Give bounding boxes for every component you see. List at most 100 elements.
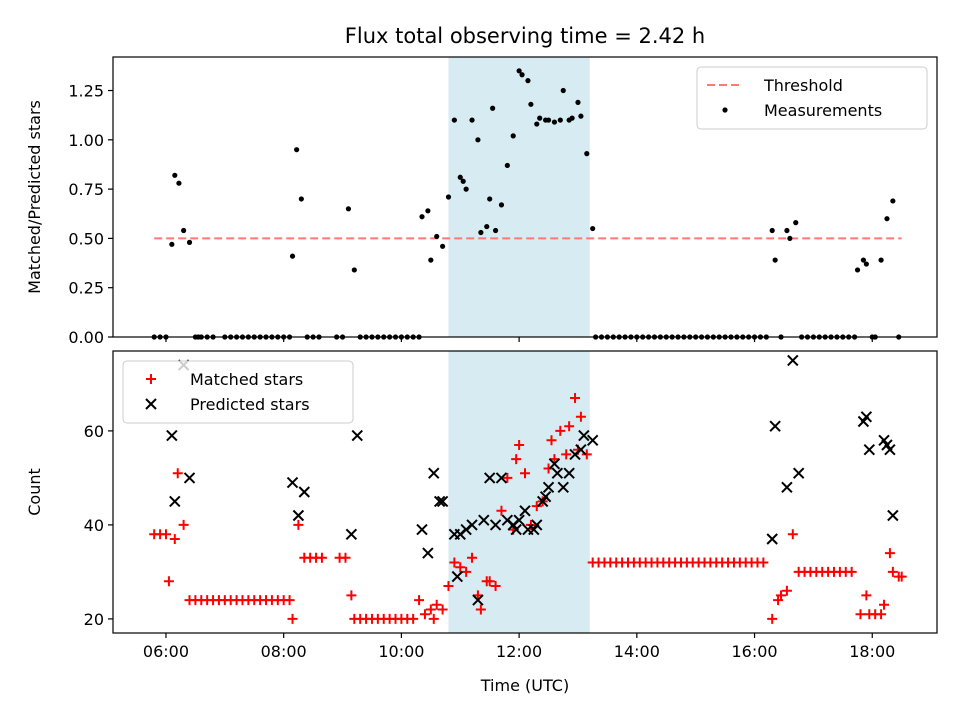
data-point bbox=[436, 495, 449, 508]
data-point bbox=[181, 227, 187, 234]
data-point bbox=[884, 548, 895, 559]
data-point bbox=[528, 101, 534, 107]
series-matched-stars bbox=[149, 393, 907, 624]
x-tick-label: 12:00 bbox=[496, 642, 542, 661]
legend-box bbox=[696, 66, 928, 130]
data-point bbox=[437, 604, 448, 615]
data-point bbox=[496, 505, 507, 516]
data-point bbox=[467, 552, 478, 563]
y-axis-label: Matched/Predicted stars bbox=[25, 100, 44, 294]
data-point bbox=[451, 117, 457, 123]
data-point bbox=[434, 233, 440, 240]
data-point bbox=[455, 562, 466, 573]
data-point bbox=[419, 214, 425, 220]
data-point bbox=[511, 454, 522, 465]
data-point bbox=[563, 467, 575, 479]
data-point bbox=[169, 534, 180, 544]
data-point bbox=[428, 257, 434, 263]
data-point bbox=[172, 172, 178, 178]
data-point bbox=[186, 239, 193, 245]
data-point bbox=[498, 202, 505, 208]
data-point bbox=[769, 227, 775, 234]
data-point bbox=[896, 571, 907, 582]
data-point bbox=[510, 133, 516, 139]
legend-label: Threshold bbox=[763, 76, 843, 95]
x-tick-label: 16:00 bbox=[731, 642, 777, 661]
data-point bbox=[772, 257, 778, 263]
data-point bbox=[351, 429, 363, 442]
data-point bbox=[451, 570, 464, 583]
data-point bbox=[519, 505, 531, 517]
data-point bbox=[490, 581, 501, 591]
data-point bbox=[172, 468, 183, 479]
data-point bbox=[846, 566, 857, 577]
data-point bbox=[575, 99, 581, 105]
legend-marker bbox=[722, 107, 728, 113]
data-point bbox=[466, 519, 478, 531]
data-point bbox=[461, 566, 472, 577]
data-point bbox=[860, 411, 873, 423]
data-point bbox=[443, 581, 454, 591]
data-point bbox=[408, 613, 419, 624]
data-point bbox=[787, 354, 799, 367]
y-tick-label: 20 bbox=[84, 610, 104, 629]
data-point bbox=[463, 186, 469, 192]
data-point bbox=[351, 267, 357, 273]
data-point bbox=[414, 595, 425, 606]
x-tick-label: 10:00 bbox=[378, 642, 424, 661]
data-point bbox=[787, 235, 793, 242]
data-point bbox=[478, 229, 484, 236]
data-point bbox=[575, 411, 586, 422]
data-point bbox=[879, 599, 890, 610]
data-point bbox=[564, 421, 575, 432]
data-point bbox=[433, 495, 446, 508]
data-point bbox=[758, 557, 769, 568]
legend: Matched stars Predicted stars bbox=[122, 360, 354, 424]
series-predicted-stars bbox=[166, 354, 899, 606]
data-point bbox=[293, 519, 304, 530]
data-point bbox=[578, 429, 590, 442]
top-panel: 0.00 0.25 0.50 0.75 1.00 1.25 Matched/Predicte… bbox=[25, 56, 938, 347]
data-point bbox=[346, 590, 357, 601]
x-axis-label: Time (UTC) bbox=[480, 676, 569, 695]
data-point bbox=[287, 613, 298, 624]
data-point bbox=[584, 151, 590, 157]
data-point bbox=[449, 557, 460, 568]
y-tick-label: 0.00 bbox=[68, 328, 104, 347]
axes-frame bbox=[112, 56, 938, 338]
data-point bbox=[489, 519, 502, 531]
data-point bbox=[425, 604, 436, 615]
shaded-region bbox=[448, 351, 590, 633]
data-point bbox=[431, 599, 442, 610]
legend: Threshold Measurements bbox=[696, 66, 928, 130]
data-point bbox=[792, 467, 805, 479]
data-point bbox=[551, 467, 564, 479]
data-point bbox=[478, 514, 490, 526]
data-point bbox=[543, 463, 554, 474]
data-point bbox=[345, 206, 352, 212]
data-point bbox=[428, 613, 439, 624]
data-point bbox=[863, 261, 869, 267]
data-point bbox=[516, 68, 522, 74]
data-point bbox=[520, 468, 530, 479]
data-point bbox=[316, 552, 327, 563]
data-point bbox=[890, 198, 896, 204]
y-tick-label: 60 bbox=[84, 422, 104, 441]
data-point bbox=[504, 162, 510, 169]
data-point bbox=[292, 509, 305, 522]
x-tick-label: 06:00 bbox=[143, 642, 189, 661]
data-point bbox=[460, 178, 466, 184]
data-point bbox=[487, 196, 493, 202]
x-tick-label: 08:00 bbox=[261, 642, 307, 661]
data-point bbox=[284, 595, 295, 606]
legend-box bbox=[122, 360, 354, 424]
data-point bbox=[169, 241, 175, 247]
legend-label: Matched stars bbox=[190, 370, 303, 389]
data-point bbox=[286, 476, 299, 489]
data-point bbox=[502, 472, 513, 483]
data-point bbox=[160, 529, 171, 540]
legend-label: Measurements bbox=[764, 101, 882, 120]
data-point bbox=[878, 257, 884, 263]
data-point bbox=[887, 566, 898, 577]
